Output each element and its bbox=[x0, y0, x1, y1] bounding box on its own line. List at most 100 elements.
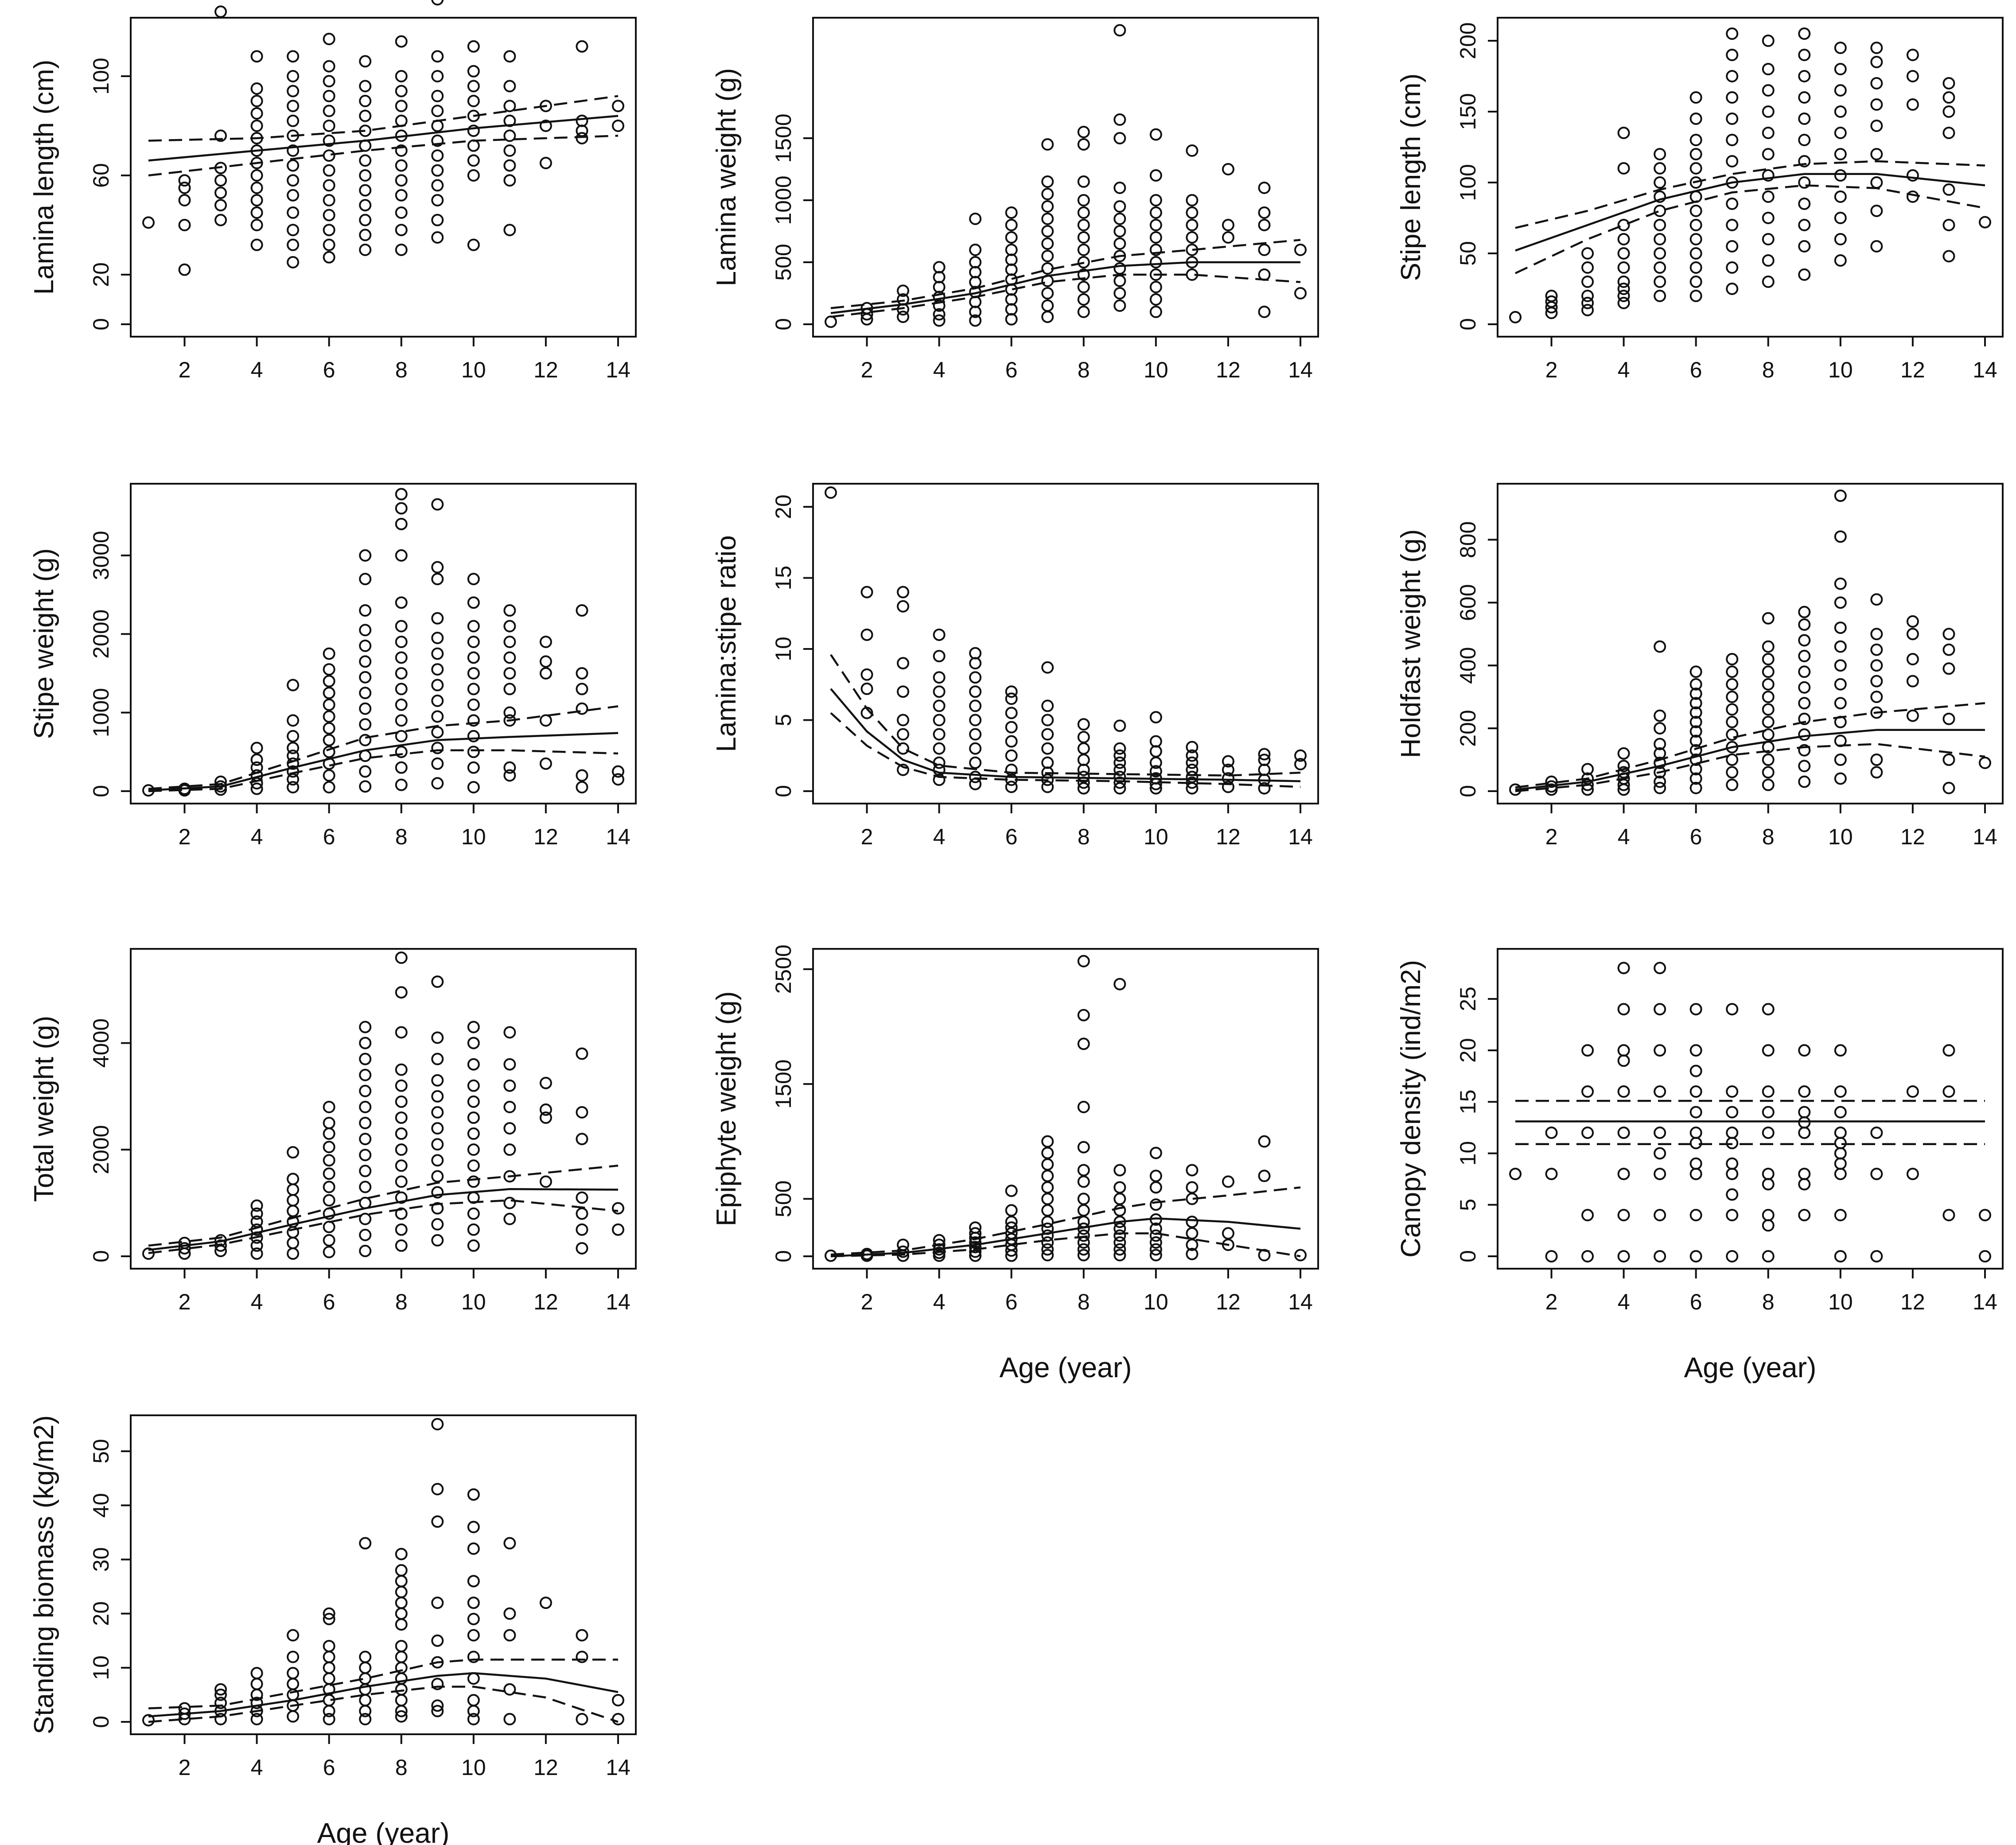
data-point bbox=[503, 1026, 516, 1039]
data-point bbox=[1186, 194, 1199, 206]
data-point bbox=[431, 726, 444, 738]
data-point bbox=[897, 728, 910, 741]
y-tick-label: 5 bbox=[771, 714, 796, 726]
data-point bbox=[1798, 1178, 1811, 1191]
data-point bbox=[287, 50, 300, 63]
data-point bbox=[1870, 98, 1883, 111]
data-point bbox=[1689, 261, 1702, 274]
data-point bbox=[395, 1607, 408, 1620]
x-tick-label: 8 bbox=[395, 1755, 408, 1780]
data-point bbox=[1186, 206, 1199, 219]
data-point bbox=[1581, 1085, 1594, 1098]
data-point bbox=[576, 1106, 588, 1119]
data-point bbox=[1077, 1216, 1090, 1228]
data-point bbox=[1689, 1085, 1702, 1098]
data-point bbox=[323, 647, 335, 660]
data-point bbox=[395, 174, 408, 187]
data-point bbox=[1762, 754, 1775, 766]
data-point bbox=[969, 742, 982, 755]
data-point bbox=[214, 199, 227, 212]
data-point bbox=[1798, 1126, 1811, 1139]
data-point bbox=[1654, 709, 1666, 722]
data-points bbox=[142, 952, 624, 1260]
data-point bbox=[431, 742, 444, 754]
data-point bbox=[431, 50, 444, 63]
data-point bbox=[1113, 200, 1126, 213]
data-point bbox=[1726, 1168, 1739, 1181]
data-point bbox=[897, 742, 910, 755]
x-tick-label: 14 bbox=[606, 1290, 630, 1314]
data-point bbox=[1077, 1249, 1090, 1262]
data-point bbox=[287, 224, 300, 237]
data-point bbox=[503, 667, 516, 680]
data-point bbox=[860, 586, 873, 598]
data-point bbox=[467, 1021, 480, 1033]
data-point bbox=[431, 1106, 444, 1119]
y-axis-title: Lamina length (cm) bbox=[29, 60, 59, 295]
data-point bbox=[503, 1058, 516, 1071]
data-point bbox=[1113, 299, 1126, 312]
data-point bbox=[467, 620, 480, 633]
data-point bbox=[1726, 27, 1739, 40]
data-point bbox=[612, 100, 624, 113]
data-point bbox=[1186, 1227, 1199, 1240]
data-point bbox=[1041, 213, 1054, 225]
data-point bbox=[503, 636, 516, 648]
data-point bbox=[1041, 138, 1054, 151]
data-point bbox=[897, 685, 910, 698]
data-point bbox=[1149, 1146, 1162, 1159]
data-point bbox=[1906, 190, 1919, 203]
data-point bbox=[287, 174, 300, 187]
data-point bbox=[539, 120, 552, 132]
y-tick-label: 800 bbox=[1456, 521, 1480, 558]
data-point bbox=[1005, 1221, 1018, 1234]
data-point bbox=[503, 1212, 516, 1225]
data-point bbox=[142, 1714, 155, 1727]
data-point bbox=[612, 773, 624, 786]
data-point bbox=[359, 214, 372, 226]
data-point bbox=[1654, 190, 1666, 203]
data-point bbox=[1545, 1168, 1558, 1181]
plot-frame bbox=[812, 17, 1319, 338]
data-point bbox=[1149, 1181, 1162, 1194]
data-point bbox=[395, 1596, 408, 1609]
data-point bbox=[287, 1247, 300, 1260]
data-point bbox=[467, 1095, 480, 1108]
data-point bbox=[1149, 711, 1162, 724]
x-axis-title: Age (year) bbox=[1000, 1352, 1132, 1383]
data-point bbox=[1834, 169, 1847, 182]
data-point bbox=[1942, 628, 1955, 641]
data-point bbox=[1762, 148, 1775, 160]
data-point bbox=[287, 1194, 300, 1207]
data-point bbox=[1654, 176, 1666, 189]
y-tick-label: 5 bbox=[1456, 1199, 1480, 1211]
data-point bbox=[395, 1710, 408, 1723]
data-point bbox=[1258, 782, 1271, 795]
data-point bbox=[323, 1167, 335, 1180]
data-points bbox=[1509, 489, 1991, 796]
data-point bbox=[1654, 1085, 1666, 1098]
data-point bbox=[1077, 256, 1090, 268]
y-tick-label: 0 bbox=[1456, 1250, 1480, 1262]
data-point bbox=[287, 679, 300, 691]
y-tick-label: 60 bbox=[89, 163, 113, 188]
x-tick-label: 8 bbox=[395, 824, 408, 849]
data-point bbox=[1798, 1116, 1811, 1129]
data-point bbox=[1041, 299, 1054, 312]
data-point bbox=[1149, 169, 1162, 182]
data-point bbox=[1834, 1085, 1847, 1098]
data-point bbox=[539, 714, 552, 727]
data-point bbox=[395, 730, 408, 742]
data-point bbox=[969, 685, 982, 698]
x-tick-label: 6 bbox=[1690, 1290, 1702, 1314]
data-point bbox=[1077, 293, 1090, 306]
data-point bbox=[214, 214, 227, 226]
data-point bbox=[1906, 675, 1919, 688]
data-point bbox=[395, 778, 408, 791]
data-point bbox=[395, 1585, 408, 1598]
data-point bbox=[467, 1111, 480, 1124]
x-tick-label: 2 bbox=[1545, 1290, 1558, 1314]
y-tick-label: 1000 bbox=[771, 175, 796, 225]
data-point bbox=[1726, 691, 1739, 703]
data-point bbox=[250, 1713, 263, 1725]
